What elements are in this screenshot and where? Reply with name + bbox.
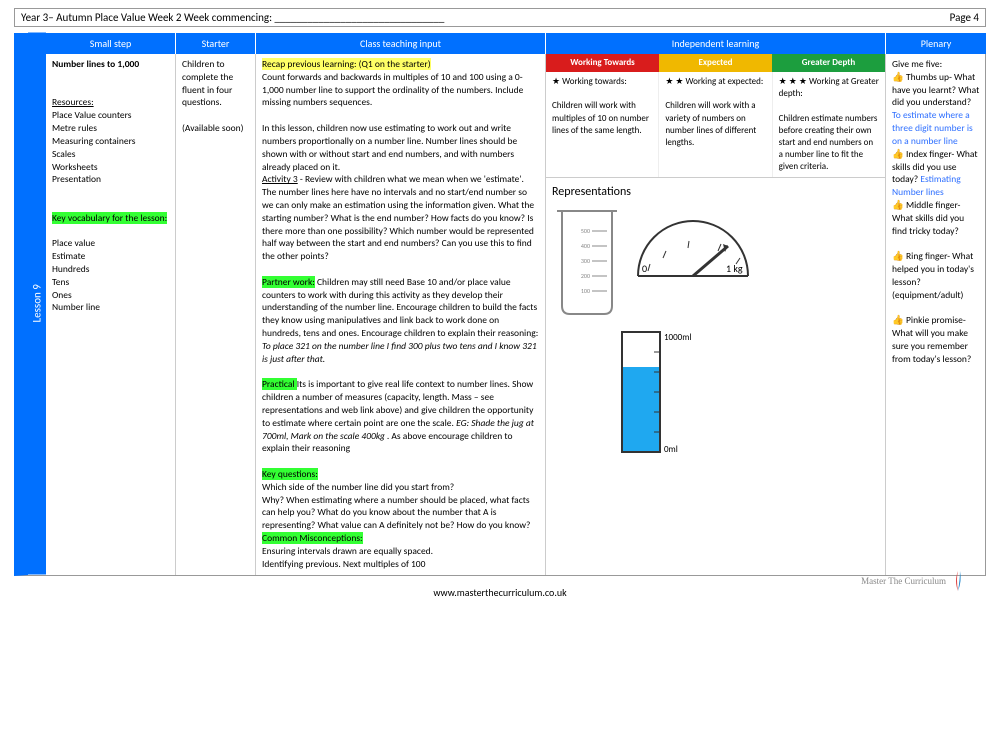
feather-icon: [950, 569, 966, 593]
teaching-p2a: In this lesson, children now use estimat…: [262, 122, 539, 173]
vocab-heading: Key vocabulary for the lesson:: [52, 212, 167, 224]
cm-text: Ensuring intervals drawn are equally spa…: [262, 545, 539, 571]
plenary-title: Give me five:: [892, 58, 980, 71]
svg-text:0: 0: [642, 262, 647, 275]
lesson-title: Number lines to 1,000: [52, 58, 169, 71]
exp-header: Expected: [659, 54, 772, 72]
svg-text:200: 200: [581, 272, 590, 280]
thumb-text: Thumbs up- What have you learnt? What di…: [892, 71, 979, 109]
teaching-p2b: - Review with children what we mean when…: [262, 173, 534, 262]
wt-cell: ★ Working towards: Children will work wi…: [546, 72, 659, 177]
col-teaching: Class teaching input: [256, 33, 546, 54]
partner-heading: Partner work:: [262, 276, 315, 288]
kq-text: Which side of the number line did you st…: [262, 481, 539, 532]
gd-body: Children estimate numbers before creatin…: [779, 113, 879, 174]
beaker-icon: 500 400 300 200 100: [552, 206, 622, 316]
index-icon: 👍: [892, 148, 904, 160]
resources-heading: Resources:: [52, 96, 169, 109]
wt-title: Working towards:: [562, 76, 627, 87]
svg-text:1 kg: 1 kg: [726, 262, 743, 275]
svg-text:1000ml: 1000ml: [664, 332, 692, 343]
brand-text: Master The Curriculum: [861, 576, 946, 586]
ring-text: Ring finger- What helped you in today's …: [892, 250, 974, 300]
small-step-cell: Number lines to 1,000 Resources: Place V…: [46, 54, 176, 575]
column-headers: Small step Starter Class teaching input …: [46, 33, 986, 54]
plenary-cell: Give me five: 👍 Thumbs up- What have you…: [886, 54, 986, 575]
reps-heading: Representations: [552, 184, 879, 200]
recap-heading: Recap previous learning: (Q1 on the star…: [262, 58, 431, 70]
middle-icon: 👍: [892, 199, 904, 211]
scale-icon: 0 1 kg: [628, 206, 758, 286]
partner-italic: To place 321 on the number line I find 3…: [262, 340, 537, 365]
exp-title: Working at expected:: [686, 76, 764, 87]
thumb-icon: 👍: [892, 71, 904, 83]
thumb-blue: To estimate where a three digit number i…: [892, 109, 973, 147]
main-table: Lesson 9 Small step Starter Class teachi…: [14, 33, 986, 576]
wt-body: Children will work with multiples of 10 …: [552, 100, 652, 136]
svg-text:300: 300: [581, 257, 590, 265]
brand-logo: Master The Curriculum: [861, 569, 966, 593]
activity3-label: Activity 3: [262, 173, 298, 185]
footer-url: www.masterthecurriculum.co.uk: [433, 586, 566, 599]
recap-text: Count forwards and backwards in multiple…: [262, 71, 539, 109]
gd-cell: ★ ★ ★ Working at Greater depth: Children…: [773, 72, 885, 177]
ring-icon: 👍: [892, 250, 904, 262]
gd-header: Greater Depth: [772, 54, 885, 72]
svg-text:500: 500: [581, 227, 590, 235]
cylinder-icon: 1000ml 0ml: [612, 322, 702, 462]
pinkie-icon: 👍: [892, 314, 904, 326]
star-icon: ★ ★ ★: [779, 76, 807, 87]
independent-cell: Working Towards Expected Greater Depth ★…: [546, 54, 886, 575]
cm-heading: Common Misconceptions:: [262, 532, 363, 544]
col-independent: Independent learning: [546, 33, 886, 54]
vocab-list: Place value Estimate Hundreds Tens Ones …: [52, 237, 169, 314]
star-icon: ★ ★: [665, 76, 683, 87]
col-small-step: Small step: [46, 33, 176, 54]
kq-heading: Key questions:: [262, 468, 318, 480]
footer: www.masterthecurriculum.co.uk Master The…: [14, 586, 986, 599]
lesson-tab: Lesson 9: [28, 33, 46, 575]
diff-header: Working Towards Expected Greater Depth: [546, 54, 885, 72]
starter-cell: Children to complete the fluent in four …: [176, 54, 256, 575]
body-row: Number lines to 1,000 Resources: Place V…: [46, 54, 986, 575]
svg-text:100: 100: [581, 287, 590, 295]
header-title: Year 3– Autumn Place Value Week 2 Week c…: [21, 11, 444, 24]
starter-text: Children to complete the fluent in four …: [182, 58, 249, 109]
page-number: Page 4: [950, 11, 979, 24]
resources-list: Place Value counters Metre rules Measuri…: [52, 109, 169, 186]
pinkie-text: Pinkie promise- What will you make sure …: [892, 314, 971, 364]
svg-text:400: 400: [581, 242, 590, 250]
wt-header: Working Towards: [546, 54, 659, 72]
col-plenary: Plenary: [886, 33, 986, 54]
starter-note: (Available soon): [182, 122, 249, 135]
representations: Representations 500 400 300 200: [546, 177, 885, 468]
exp-body: Children will work with a variety of num…: [665, 100, 765, 149]
teaching-cell: Recap previous learning: (Q1 on the star…: [256, 54, 546, 575]
svg-text:0ml: 0ml: [664, 444, 678, 455]
practical-heading: Practical: [262, 378, 297, 390]
star-icon: ★: [552, 76, 560, 87]
page-header: Year 3– Autumn Place Value Week 2 Week c…: [14, 8, 986, 27]
col-starter: Starter: [176, 33, 256, 54]
exp-cell: ★ ★ Working at expected: Children will w…: [659, 72, 772, 177]
diff-body: ★ Working towards: Children will work wi…: [546, 72, 885, 177]
